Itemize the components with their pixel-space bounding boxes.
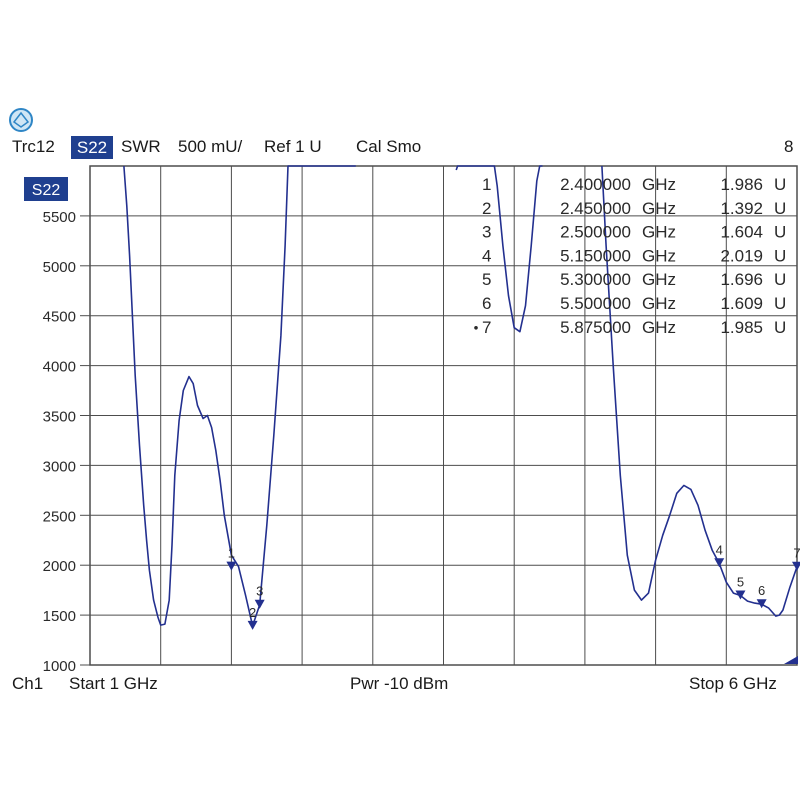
trace-line: [601, 165, 798, 617]
y-tick-labels: 1000 1500 2000 2500 3000 3500 4000 4500 5000 5500: [43, 209, 90, 675]
marker-cell: U: [774, 175, 786, 194]
marker-2[interactable]: [247, 620, 258, 630]
marker-cell: GHz: [642, 223, 676, 242]
trace-format: SWR: [121, 137, 161, 156]
marker-1[interactable]: [226, 561, 237, 571]
marker-label: 1: [228, 546, 235, 561]
power-level: Pwr -10 dBm: [350, 674, 449, 693]
marker-cell: 2.400000: [560, 175, 631, 194]
marker-label: 3: [256, 584, 263, 599]
marker-6[interactable]: [756, 599, 767, 609]
marker-row[interactable]: 5 5.300000 GHz 1.696 U: [482, 270, 786, 289]
marker-label: 5: [737, 575, 744, 590]
trace-label: S22: [32, 182, 61, 199]
active-marker-dot: [474, 326, 478, 330]
marker-cell: 1.609: [720, 294, 763, 313]
marker-cell: U: [774, 294, 786, 313]
marker-row[interactable]: 2 2.450000 GHz 1.392 U: [482, 199, 786, 218]
marker-3[interactable]: [254, 599, 265, 609]
marker-cell: GHz: [642, 199, 676, 218]
y-tick-label: 5000: [43, 259, 76, 276]
marker-5[interactable]: [735, 590, 746, 600]
marker-cell: 2: [482, 199, 491, 218]
marker-cell: 1.986: [720, 175, 763, 194]
marker-cell: GHz: [642, 175, 676, 194]
marker-cell: 3: [482, 223, 491, 242]
rohde-schwarz-logo-icon: [9, 108, 33, 132]
start-freq: Start 1 GHz: [69, 674, 158, 693]
marker-7[interactable]: [792, 561, 800, 571]
marker-cell: 7: [482, 318, 491, 337]
trace-param-badge[interactable]: S22: [71, 136, 113, 159]
marker-cell: 5.875000: [560, 318, 631, 337]
grid: [89, 165, 798, 666]
marker-label: 4: [716, 542, 723, 557]
stop-freq: Stop 6 GHz: [689, 674, 777, 693]
marker-row[interactable]: 3 2.500000 GHz 1.604 U: [482, 223, 786, 242]
marker-4[interactable]: [714, 558, 725, 568]
y-tick-label: 1500: [43, 608, 76, 625]
cal-status: Cal Smo: [356, 137, 422, 156]
marker-cell: 1: [482, 175, 491, 194]
marker-label: 7: [793, 546, 800, 561]
marker-cell: U: [774, 270, 786, 289]
marker-cell: 1.696: [720, 270, 763, 289]
marker-label: 2: [249, 605, 256, 620]
marker-cell: 2.500000: [560, 223, 631, 242]
marker-row[interactable]: 1 2.400000 GHz 1.986 U: [482, 175, 786, 194]
y-tick-label: 3000: [43, 458, 76, 475]
trace-label-box: [24, 177, 68, 201]
marker-cell: GHz: [642, 246, 676, 265]
marker-cell: 1.985: [720, 318, 763, 337]
trace-line: [123, 165, 356, 627]
channel-label: Ch1: [12, 674, 44, 693]
marker-cell: 5.300000: [560, 270, 631, 289]
marker-cell: 6: [482, 294, 491, 313]
marker-cell: GHz: [642, 318, 676, 337]
marker-cell: U: [774, 318, 786, 337]
marker-row[interactable]: 4 5.150000 GHz 2.019 U: [482, 246, 786, 265]
y-tick-label: 2000: [43, 558, 76, 575]
trace-number: 8: [784, 137, 794, 156]
y-tick-label: 4000: [43, 359, 76, 376]
y-tick-label: 3500: [43, 409, 76, 426]
y-tick-label: 5500: [43, 209, 76, 226]
trace-ref: Ref 1 U: [264, 137, 322, 156]
marker-cell: 2.450000: [560, 199, 631, 218]
trace-lines: [123, 165, 798, 627]
marker-cell: GHz: [642, 270, 676, 289]
marker-cell: U: [774, 246, 786, 265]
marker-cell: 2.019: [720, 246, 763, 265]
marker-cell: GHz: [642, 294, 676, 313]
marker-label: 6: [758, 583, 765, 598]
trace-line: [455, 165, 543, 333]
marker-row[interactable]: 6 5.500000 GHz 1.609 U: [482, 294, 786, 313]
marker-table: 1 2.400000 GHz 1.986 U 2 2.450000 GHz 1.392 U 3 2.5…: [474, 175, 786, 337]
trace-id: Trc12: [12, 137, 55, 156]
marker-cell: U: [774, 223, 786, 242]
marker-cell: 1.392: [720, 199, 763, 218]
marker-cell: 1.604: [720, 223, 763, 242]
scroll-indicator[interactable]: [784, 656, 798, 664]
y-tick-label: 2500: [43, 508, 76, 525]
trace-scale: 500 mU/: [178, 137, 243, 156]
marker-cell: 5.150000: [560, 246, 631, 265]
marker-row[interactable]: 7 5.875000 GHz 1.985 U: [474, 318, 786, 337]
marker-cell: 5: [482, 270, 491, 289]
marker-cell: 5.500000: [560, 294, 631, 313]
y-tick-label: 1000: [43, 658, 76, 675]
marker-cell: U: [774, 199, 786, 218]
marker-cell: 4: [482, 246, 491, 265]
y-tick-label: 4500: [43, 309, 76, 326]
markers: 1 23 4 56 7: [226, 542, 800, 630]
